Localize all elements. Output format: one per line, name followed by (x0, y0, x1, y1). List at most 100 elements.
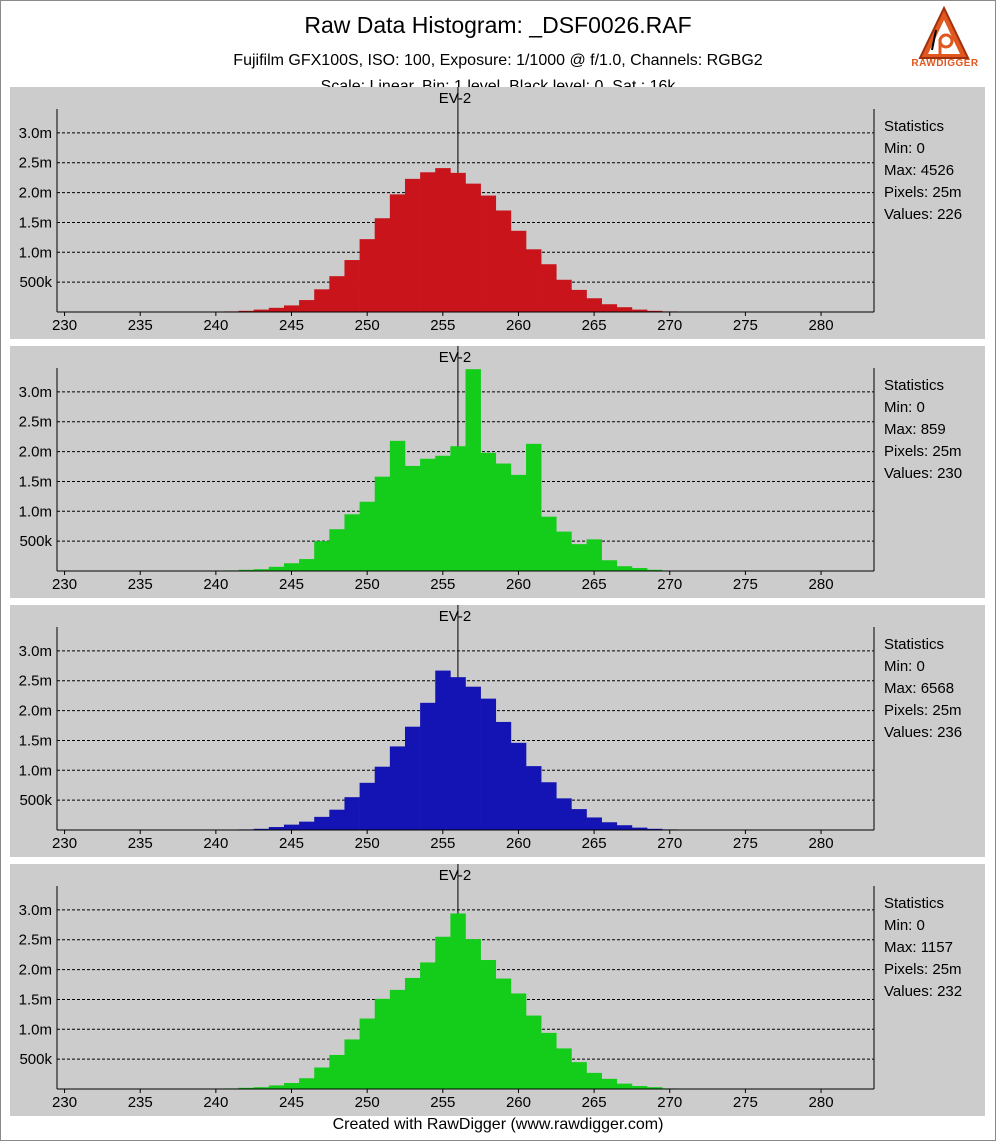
histogram-panel-blue: 500k 1.0m 1.5m 2.0m 2.5m 3.0m 230 235 240 245 250 2… (10, 605, 985, 857)
y-tick-label: 3.0m (19, 902, 52, 919)
histogram-bar (495, 210, 512, 312)
histogram-bar (283, 824, 300, 830)
histogram-bar (314, 289, 330, 312)
histogram-bar (450, 913, 466, 1089)
histogram-bar (450, 677, 466, 830)
histogram-bar (268, 1085, 285, 1089)
histogram-bar (647, 310, 663, 312)
x-tick-label: 255 (430, 1094, 455, 1111)
histogram-bar (253, 569, 270, 571)
y-tick-label: 1.5m (19, 991, 52, 1008)
histogram-bar (571, 544, 587, 571)
stats-pixels: Pixels: 25m (884, 702, 962, 719)
histogram-bar (253, 828, 270, 830)
y-tick-label: 1.0m (19, 1021, 52, 1038)
histogram-bar (616, 566, 633, 571)
histogram-bar (389, 989, 406, 1089)
histogram-bar (253, 1087, 270, 1089)
histogram-bar (480, 698, 497, 830)
histogram-bar (450, 172, 466, 312)
histogram-bar (556, 1048, 572, 1089)
x-tick-label: 280 (809, 1094, 834, 1111)
statistics-box: Statistics Min: 0 Max: 859 Pixels: 25m V… (884, 375, 962, 485)
histogram-bar (344, 1039, 360, 1089)
x-tick-label: 245 (279, 835, 304, 852)
statistics-box: Statistics Min: 0 Max: 4526 Pixels: 25m … (884, 116, 962, 226)
histogram-bar (359, 501, 376, 571)
histogram-bar (374, 476, 391, 571)
histogram-bar (465, 686, 481, 830)
y-tick-label: 1.0m (19, 762, 52, 779)
x-tick-label: 235 (128, 835, 153, 852)
stats-max: Max: 4526 (884, 162, 955, 179)
y-tick-label: 1.5m (19, 214, 52, 231)
page-subtitle: Fujifilm GFX100S, ISO: 100, Exposure: 1/… (233, 52, 763, 69)
x-tick-label: 235 (128, 317, 153, 334)
histogram-bar (314, 816, 330, 830)
histogram-bar (571, 1062, 587, 1089)
histogram-bar (601, 560, 618, 571)
stats-heading: Statistics (884, 377, 945, 394)
histogram-bar (329, 1054, 345, 1089)
histogram-bar (631, 827, 648, 830)
histogram-bar (389, 440, 406, 571)
histogram-bar (510, 742, 527, 830)
y-tick-label: 500k (19, 1051, 52, 1068)
histogram-chart-green: 500k 1.0m 1.5m 2.0m 2.5m 3.0m 230 235 240 245 250 2… (19, 346, 875, 593)
page-subtitle-scale: Scale: Linear, Bin: 1 level, Black level… (320, 78, 676, 87)
histogram-bar (495, 463, 512, 571)
x-tick-label: 230 (52, 1094, 77, 1111)
x-tick-label: 255 (430, 317, 455, 334)
x-tick-label: 235 (128, 576, 153, 593)
histogram-bar (465, 939, 481, 1089)
histogram-bar (344, 797, 360, 830)
histogram-bar (404, 178, 421, 312)
stats-pixels: Pixels: 25m (884, 443, 962, 460)
stats-min: Min: 0 (884, 658, 925, 675)
x-tick-label: 270 (657, 317, 682, 334)
histogram-bar (495, 721, 512, 830)
y-tick-label: 1.5m (19, 473, 52, 490)
y-tick-label: 1.5m (19, 732, 52, 749)
x-tick-label: 280 (809, 835, 834, 852)
histogram-bar (389, 746, 406, 830)
histogram-chart-blue: 500k 1.0m 1.5m 2.0m 2.5m 3.0m 230 235 240 245 250 2… (19, 605, 875, 852)
histogram-bar (420, 962, 436, 1089)
histogram-bar (526, 249, 542, 312)
histogram-bar (465, 369, 481, 571)
histogram-bar (480, 195, 497, 312)
x-tick-label: 280 (809, 576, 834, 593)
x-tick-label: 240 (203, 576, 228, 593)
y-tick-label: 2.5m (19, 414, 52, 431)
histogram-bar (329, 529, 345, 571)
histogram-bar (359, 239, 376, 312)
histogram-bar (526, 766, 542, 830)
histogram-bar (465, 183, 481, 312)
x-tick-label: 240 (203, 317, 228, 334)
histogram-bar (374, 218, 391, 312)
x-tick-label: 260 (506, 576, 531, 593)
stats-max: Max: 6568 (884, 680, 955, 697)
stats-heading: Statistics (884, 118, 945, 135)
panel-label: EV-2 (438, 867, 472, 884)
histogram-bar (631, 568, 648, 571)
y-tick-label: 2.0m (19, 703, 52, 720)
histogram-bar (647, 1087, 663, 1089)
stats-min: Min: 0 (884, 399, 925, 416)
x-tick-label: 275 (733, 576, 758, 593)
histogram-bar (283, 305, 300, 312)
x-tick-label: 245 (279, 576, 304, 593)
histogram-bar (586, 539, 602, 571)
y-tick-label: 500k (19, 274, 52, 291)
x-tick-label: 230 (52, 317, 77, 334)
histogram-bar (420, 172, 436, 312)
histogram-bar (571, 809, 587, 830)
histogram-bar (299, 821, 315, 830)
histogram-bar (586, 817, 602, 830)
x-tick-label: 250 (355, 576, 380, 593)
x-tick-label: 230 (52, 576, 77, 593)
x-tick-label: 265 (582, 1094, 607, 1111)
histogram-bar (541, 516, 557, 571)
histogram-bar (435, 670, 451, 830)
histogram-bar (510, 993, 527, 1089)
